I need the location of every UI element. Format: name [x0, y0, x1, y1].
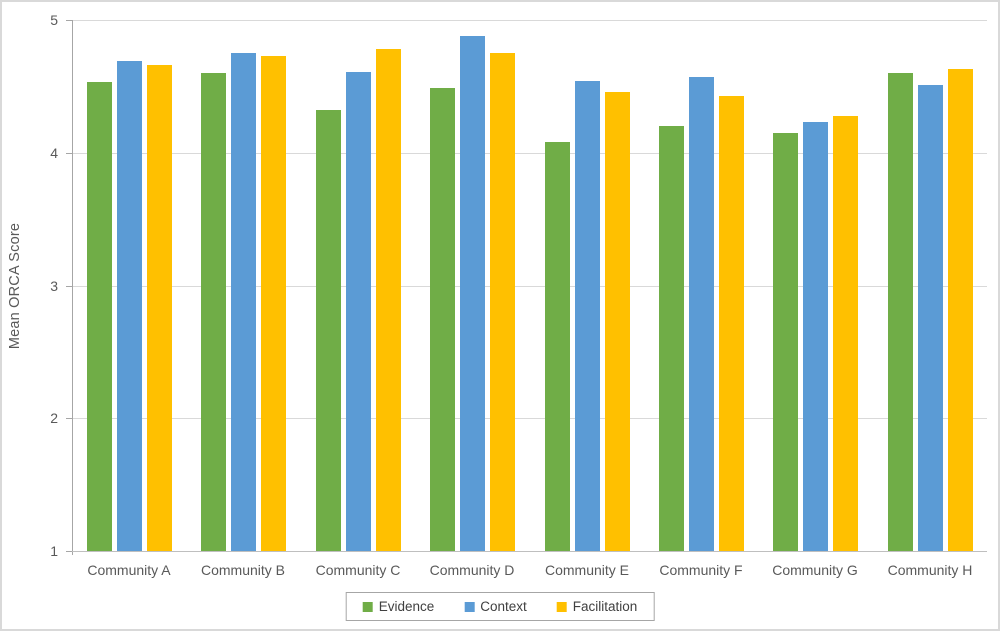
legend-label-context: Context [480, 599, 527, 614]
y-tick-label-4: 4 [50, 145, 58, 161]
legend-label-facilitation: Facilitation [572, 599, 638, 614]
gridline-y-4 [72, 153, 987, 154]
y-tick-label-1: 1 [50, 543, 58, 559]
bar-context-3 [345, 71, 371, 551]
x-axis-line [72, 551, 987, 552]
bar-evidence-6 [658, 126, 684, 551]
gridline-y-5 [72, 20, 987, 21]
bar-context-5 [574, 81, 600, 551]
category-group-4 [415, 20, 529, 551]
legend-item-context: Context [464, 599, 527, 614]
bar-evidence-5 [544, 142, 570, 551]
plot-area [72, 20, 987, 551]
legend-swatch-context [464, 601, 475, 612]
y-tick-mark-3 [66, 286, 72, 287]
x-axis-label-5: Community E [544, 562, 630, 578]
bar-context-4 [459, 35, 485, 551]
y-axis-line [72, 20, 73, 555]
legend-item-facilitation: Facilitation [556, 599, 638, 614]
y-tick-mark-5 [66, 20, 72, 21]
x-axis-label-2: Community B [200, 562, 286, 578]
x-axis-label-4: Community D [429, 562, 515, 578]
bar-evidence-4 [429, 87, 455, 551]
legend-swatch-evidence [362, 601, 373, 612]
bar-facilitation-1 [146, 65, 172, 551]
bar-facilitation-4 [489, 53, 515, 551]
bar-context-6 [688, 77, 714, 551]
bar-facilitation-5 [604, 91, 630, 551]
bar-context-7 [802, 122, 828, 551]
bar-evidence-7 [772, 132, 798, 551]
x-axis-label-6: Community F [659, 562, 743, 578]
bar-context-1 [116, 61, 142, 551]
y-tick-label-5: 5 [50, 12, 58, 28]
category-group-6 [644, 20, 758, 551]
y-tick-label-3: 3 [50, 278, 58, 294]
bar-facilitation-2 [260, 55, 286, 551]
bar-evidence-3 [315, 110, 341, 551]
category-group-1 [72, 20, 186, 551]
x-axis-label-3: Community C [315, 562, 401, 578]
y-tick-label-2: 2 [50, 410, 58, 426]
bar-facilitation-6 [718, 95, 744, 551]
category-group-5 [530, 20, 644, 551]
x-axis-label-1: Community A [87, 562, 171, 578]
bar-facilitation-3 [375, 49, 401, 551]
bar-context-2 [230, 53, 256, 551]
gridline-y-2 [72, 418, 987, 419]
bar-facilitation-8 [947, 69, 973, 551]
category-group-3 [301, 20, 415, 551]
category-group-2 [186, 20, 300, 551]
legend-label-evidence: Evidence [378, 599, 435, 614]
bar-evidence-8 [887, 73, 913, 551]
y-tick-mark-1 [66, 551, 72, 552]
bar-evidence-1 [86, 82, 112, 551]
y-tick-mark-4 [66, 153, 72, 154]
legend-swatch-facilitation [556, 601, 567, 612]
category-group-8 [873, 20, 987, 551]
bar-facilitation-7 [832, 115, 858, 551]
x-axis-label-7: Community G [772, 562, 858, 578]
legend-item-evidence: Evidence [362, 599, 435, 614]
gridline-y-3 [72, 286, 987, 287]
bar-evidence-2 [200, 73, 226, 551]
legend: Evidence Context Facilitation [345, 592, 655, 621]
y-tick-mark-2 [66, 418, 72, 419]
category-group-7 [758, 20, 872, 551]
x-axis-label-8: Community H [887, 562, 973, 578]
bar-context-8 [917, 85, 943, 551]
